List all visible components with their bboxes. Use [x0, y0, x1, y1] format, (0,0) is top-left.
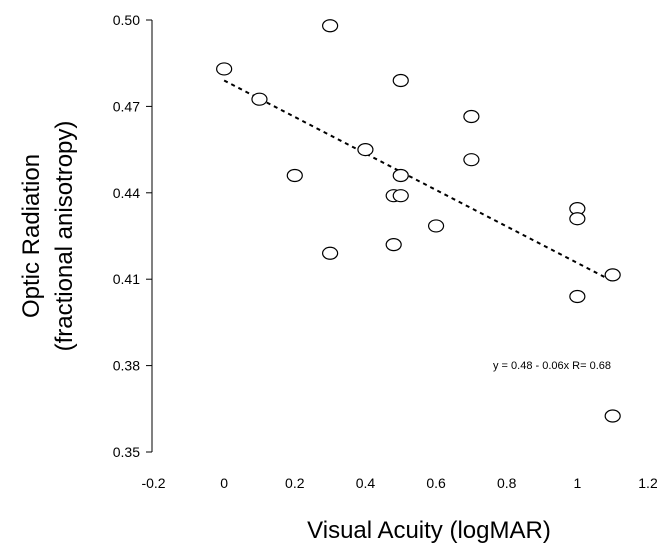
data-point	[569, 212, 586, 226]
x-tick-label: -0.2	[141, 475, 165, 491]
x-tick-label: 0	[220, 475, 228, 491]
y-tick-label: 0.44	[113, 185, 140, 201]
x-tick-label: 1.2	[638, 475, 657, 491]
data-point	[392, 168, 409, 183]
x-tick-label: 0.8	[497, 475, 517, 491]
x-tick-label: 0.6	[426, 475, 446, 491]
data-point	[357, 143, 374, 157]
data-points	[216, 19, 621, 423]
y-axis-title-line1: Optic Radiation	[18, 154, 45, 318]
data-point	[604, 268, 621, 282]
x-axis-title: Visual Acuity (logMAR)	[307, 517, 551, 544]
x-tick-label: 1	[573, 475, 581, 491]
y-tick-label: 0.47	[113, 98, 140, 114]
y-tick-label: 0.50	[113, 12, 140, 28]
y-tick-label: 0.41	[113, 271, 140, 287]
data-point	[604, 409, 621, 423]
y-tick-label: 0.38	[113, 358, 140, 374]
y-ticks: 0.35 0.38 0.41 0.44 0.47 0.50	[113, 12, 152, 460]
x-ticks: -0.2 0 0.2 0.4 0.6 0.8 1 1.2	[141, 475, 657, 491]
x-tick-label: 0.2	[285, 475, 305, 491]
y-tick-label: 0.35	[113, 444, 140, 460]
trendline	[223, 79, 614, 283]
data-point	[569, 289, 586, 304]
x-tick-label: 0.4	[356, 475, 376, 491]
data-point	[392, 189, 409, 203]
y-axis-title-line2: (fractional anisotropy)	[51, 121, 78, 352]
data-point	[251, 92, 268, 106]
data-point	[322, 19, 339, 33]
data-point	[286, 168, 303, 183]
data-point	[392, 73, 409, 88]
data-point	[216, 62, 233, 76]
data-point	[385, 238, 402, 252]
data-point	[463, 153, 480, 167]
regression-annotation: y = 0.48 - 0.06x R= 0.68	[493, 360, 611, 372]
data-point	[427, 219, 445, 233]
data-point	[322, 246, 339, 260]
data-point	[463, 109, 480, 124]
